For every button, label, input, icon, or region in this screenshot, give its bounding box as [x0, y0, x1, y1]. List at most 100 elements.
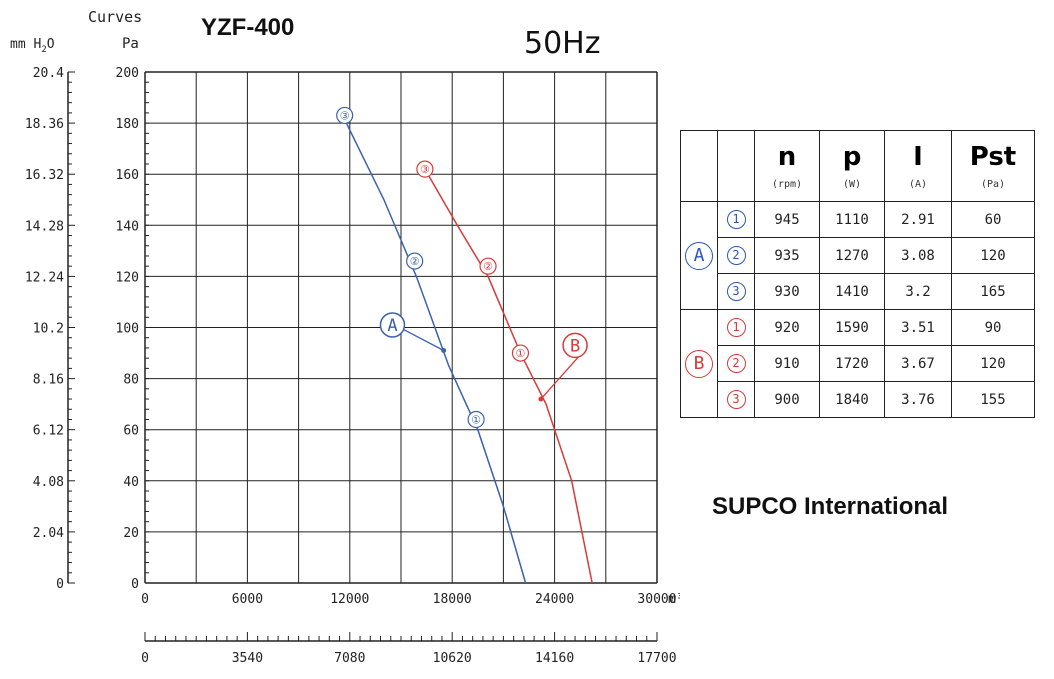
y-tick-label-pa: 40	[123, 475, 139, 490]
row-index-cell: 1	[717, 309, 755, 346]
mmh2o-axis-title: mm H2O	[10, 37, 55, 55]
spec-header-row: n (rpm) p (W) I (A) Pst (Pa)	[680, 130, 1035, 202]
group-a-badge: A	[685, 241, 713, 270]
curves-axis-title: Curves	[88, 8, 142, 26]
series-marker-circle	[416, 160, 434, 178]
y-tick-label-mmh2o: 12.24	[25, 270, 64, 285]
spec-row-b2: 2 910 1720 3.67 120	[681, 345, 1035, 382]
spec-table: n (rpm) p (W) I (A) Pst (Pa) A 1 945 1110 2.…	[680, 130, 1035, 418]
cell-pst: 165	[951, 273, 1035, 310]
cell-i: 3.2	[884, 273, 952, 310]
x-tick-label-m3h: 18000	[433, 592, 472, 607]
y-tick-label-mmh2o: 0	[56, 577, 64, 592]
cell-pst: 155	[951, 381, 1035, 418]
cell-p: 1840	[819, 381, 885, 418]
mmh2o-axis-title-prefix: mm H	[10, 37, 41, 52]
y-tick-label-pa: 120	[116, 270, 139, 285]
x-tick-label-cfm: 14160	[535, 651, 574, 666]
spec-header-n-unit: (rpm)	[771, 178, 803, 190]
x-tick-label-cfm: 7080	[334, 651, 365, 666]
y-tick-label-pa: 200	[116, 66, 139, 81]
series-marker-circle	[479, 257, 497, 275]
y-tick-label-mmh2o: 18.36	[25, 117, 64, 132]
callout-point	[538, 396, 544, 402]
x-tick-label-m3h: 6000	[232, 592, 263, 607]
x-tick-label-m3h: 24000	[535, 592, 574, 607]
x-tick-label-cfm: 17700	[637, 651, 676, 666]
spec-header-i-unit: (A)	[908, 178, 928, 190]
y-tick-label-pa: 60	[123, 424, 139, 439]
series-marker-label: ①	[516, 347, 526, 360]
cell-n: 930	[754, 273, 820, 310]
cell-p: 1720	[819, 345, 885, 382]
spec-row-b3: 3 900 1840 3.76 155	[681, 381, 1035, 418]
cell-n: 920	[754, 309, 820, 346]
series-marker-label: ③	[420, 163, 430, 176]
x-tick-label-cfm: 10620	[433, 651, 472, 666]
model-title: YZF-400	[201, 14, 295, 41]
callout-point	[441, 347, 447, 353]
group-b-cell: B	[680, 309, 718, 418]
y-tick-label-mmh2o: 4.08	[33, 475, 64, 490]
y-tick-label-mmh2o: 14.28	[25, 219, 64, 234]
cell-p: 1270	[819, 237, 885, 274]
frequency-label: 50Hz	[524, 26, 601, 61]
spec-header-p-unit: (W)	[842, 178, 862, 190]
cell-i: 3.51	[884, 309, 952, 346]
series-line-1	[424, 168, 593, 584]
cell-p: 1410	[819, 273, 885, 310]
company-name: SUPCO International	[712, 493, 949, 520]
spec-header-n-symbol: n	[777, 141, 797, 172]
callout-leader-line	[402, 328, 444, 352]
series-line-0	[345, 122, 527, 584]
y-tick-label-pa: 80	[123, 373, 139, 388]
spec-header-blank-2	[717, 130, 755, 202]
fan-curve-chart: 02040608010012014016018020002.044.086.12…	[10, 8, 680, 666]
y-tick-label-pa: 100	[116, 322, 139, 337]
cell-i: 2.91	[884, 201, 952, 238]
row-index-cell: 1	[717, 201, 755, 238]
series-marker-circle	[406, 252, 424, 270]
row-index-badge: 1	[726, 210, 746, 229]
row-index-badge: 1	[726, 318, 746, 337]
spec-header-blank-1	[680, 130, 718, 202]
cell-n: 945	[754, 201, 820, 238]
x-tick-label-cfm: 0	[141, 651, 149, 666]
spec-header-pst: Pst (Pa)	[951, 130, 1035, 202]
series-marker-label: ③	[340, 109, 350, 122]
mmh2o-axis-title-suffix: O	[47, 37, 55, 52]
spec-header-i: I (A)	[884, 130, 952, 202]
x-tick-label-m3h: 12000	[330, 592, 369, 607]
spec-header-pst-symbol: Pst	[969, 141, 1017, 172]
x-tick-label-m3h: 0	[141, 592, 149, 607]
x-unit-m3h: m³/h	[668, 592, 680, 607]
spec-row-a2: 2 935 1270 3.08 120	[681, 237, 1035, 274]
y-tick-label-mmh2o: 8.16	[33, 373, 64, 388]
spec-header-n: n (rpm)	[754, 130, 820, 202]
cell-i: 3.67	[884, 345, 952, 382]
y-tick-label-pa: 160	[116, 168, 139, 183]
series-marker-circle	[467, 410, 485, 429]
series-marker-label: ①	[471, 413, 481, 426]
spec-header-p-symbol: p	[842, 141, 862, 172]
cell-p: 1110	[819, 201, 885, 238]
y-tick-label-pa: 20	[123, 526, 139, 541]
series-marker-label: ②	[483, 260, 493, 273]
cell-pst: 120	[951, 345, 1035, 382]
row-index-cell: 2	[717, 237, 755, 274]
row-index-cell: 3	[717, 273, 755, 310]
row-index-badge: 3	[726, 282, 746, 301]
spec-header-p: p (W)	[819, 130, 885, 202]
cell-pst: 120	[951, 237, 1035, 274]
row-index-badge: 2	[726, 354, 746, 373]
cell-pst: 90	[951, 309, 1035, 346]
series-marker-circle	[511, 344, 530, 362]
callout-badge-circle	[379, 312, 406, 338]
row-index-badge: 2	[726, 246, 746, 265]
pa-axis-title: Pa	[122, 36, 139, 52]
callout-badge-label: A	[387, 316, 397, 336]
x-tick-label-cfm: 3540	[232, 651, 263, 666]
mmh2o-axis-title-sub: 2	[41, 45, 46, 55]
y-tick-label-pa: 0	[131, 577, 139, 592]
group-a-cell: A	[680, 201, 718, 310]
